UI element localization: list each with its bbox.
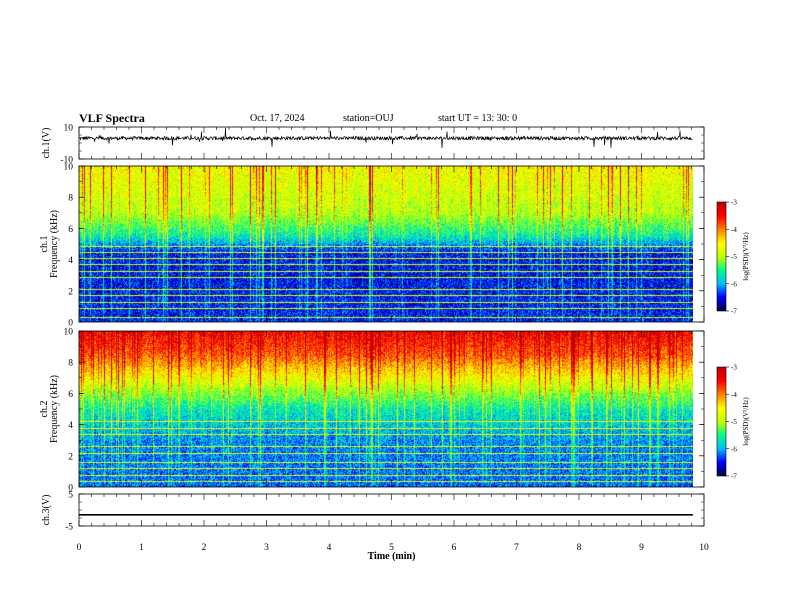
ch2-colorbar-tick-label: -4 <box>731 391 737 399</box>
ch2-colorbar-label: log(PSD)(V²/Hz) <box>742 397 750 446</box>
ch1-waveform-trace <box>79 127 693 149</box>
x-tick-label: 3 <box>264 543 269 553</box>
x-tick-label: 9 <box>639 543 644 553</box>
ch2-spec-axis-ytick-label: 6 <box>68 390 73 400</box>
ch1-axis-ylabel: ch.1(V) <box>41 128 52 159</box>
date-label: Oct. 17, 2024 <box>250 113 305 124</box>
ch2-colorbar-tick-label: -3 <box>731 364 737 372</box>
x-tick-label: 4 <box>327 543 332 553</box>
ch1-spec-axis-ylabel: ch.1 <box>39 236 50 253</box>
ch3-axis-ytick-label: -5 <box>65 523 73 533</box>
x-tick-label: 2 <box>202 543 207 553</box>
ch1-axis-ytick-label: -10 <box>60 156 73 166</box>
ch1-spectrogram-image <box>79 166 693 322</box>
chart-title: VLF Spectra <box>79 111 145 125</box>
ch1-colorbar-tick-label: -3 <box>731 199 737 207</box>
ch1-spec-axis-ytick-label: 0 <box>68 319 73 329</box>
ch2-spec-axis-ytick-label: 8 <box>68 359 73 369</box>
station-label: station=OUJ <box>343 113 394 124</box>
ch1-colorbar <box>717 202 726 311</box>
x-tick-label: 10 <box>699 543 709 553</box>
ch2-spec-axis-ytick-label: 2 <box>68 452 73 462</box>
x-tick-label: 1 <box>139 543 144 553</box>
ch1-colorbar-tick-label: -4 <box>731 226 737 234</box>
ch2-spec-axis-ytick-label: 10 <box>64 328 74 338</box>
ch1-spec-axis-ytick-label: 10 <box>64 163 74 173</box>
ch1-colorbar-tick-label: -7 <box>731 308 737 316</box>
ch1-spec-axis-ytick-label: 2 <box>68 287 73 297</box>
x-axis-label: Time (min) <box>368 551 416 562</box>
ch1-spec-axis-ytick-label: 4 <box>68 256 73 266</box>
ch2-spectrogram-image <box>79 331 693 487</box>
x-tick-label: 5 <box>389 543 394 553</box>
ch2-colorbar <box>717 367 726 476</box>
ch3-axis-ylabel: ch.3(V) <box>41 495 52 526</box>
ch2-colorbar-tick-label: -7 <box>731 473 737 481</box>
ch1-colorbar-label: log(PSD)(V²/Hz) <box>742 232 750 281</box>
x-tick-label: 6 <box>452 543 457 553</box>
ch2-spec-axis-ylabel2: Frequency (kHz) <box>49 375 60 443</box>
ch2-spec-axis-ytick-label: 0 <box>68 484 73 494</box>
ch2-spec-axis-ytick-label: 4 <box>68 421 73 431</box>
ch2-colorbar-tick-label: -6 <box>731 445 737 453</box>
ch1-axis-ytick-label: 10 <box>64 124 74 134</box>
x-tick-label: 7 <box>514 543 519 553</box>
start-time-label: start UT = 13: 30: 0 <box>438 113 518 124</box>
ch1-spec-axis-ytick-label: 6 <box>68 225 73 235</box>
ch1-colorbar-tick-label: -6 <box>731 280 737 288</box>
ch1-spec-axis-ylabel2: Frequency (kHz) <box>49 210 60 278</box>
x-tick-label: 8 <box>577 543 582 553</box>
ch3-axis-ytick-label: 5 <box>68 491 73 501</box>
x-tick-label: 0 <box>77 543 82 553</box>
ch2-spec-axis-ylabel: ch.2 <box>39 401 50 418</box>
ch1-spec-axis-ytick-label: 8 <box>68 194 73 204</box>
ch1-colorbar-tick-label: -5 <box>731 253 737 261</box>
ch2-colorbar-tick-label: -5 <box>731 418 737 426</box>
